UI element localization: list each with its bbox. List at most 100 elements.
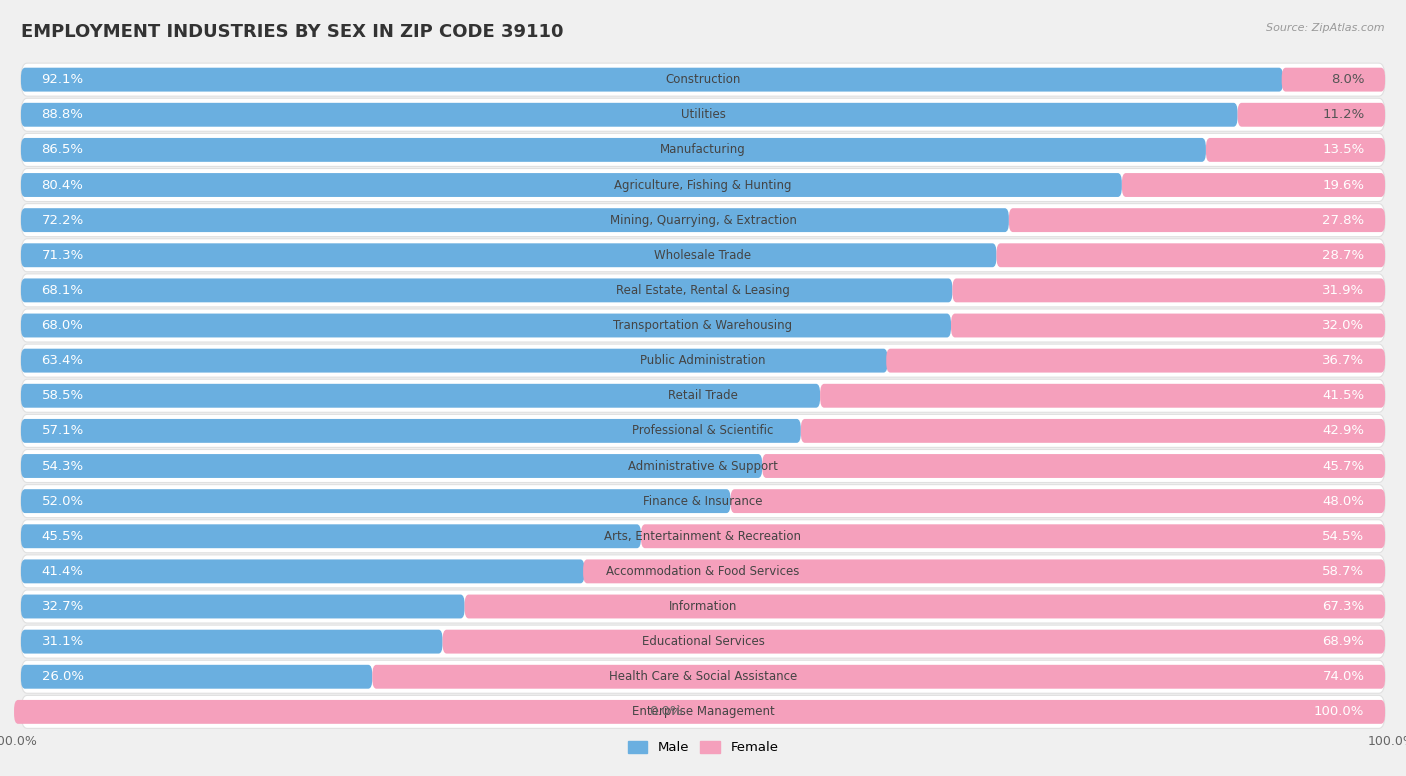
- FancyBboxPatch shape: [443, 629, 1385, 653]
- Text: 57.1%: 57.1%: [42, 424, 84, 438]
- FancyBboxPatch shape: [21, 660, 1385, 693]
- FancyBboxPatch shape: [21, 168, 1385, 202]
- Text: 68.0%: 68.0%: [42, 319, 83, 332]
- FancyBboxPatch shape: [21, 379, 1385, 412]
- Text: Educational Services: Educational Services: [641, 635, 765, 648]
- FancyBboxPatch shape: [21, 695, 1385, 729]
- Text: 72.2%: 72.2%: [42, 213, 84, 227]
- Text: 26.0%: 26.0%: [42, 670, 83, 683]
- FancyBboxPatch shape: [21, 173, 1122, 197]
- FancyBboxPatch shape: [21, 629, 443, 653]
- Text: 68.9%: 68.9%: [1323, 635, 1364, 648]
- FancyBboxPatch shape: [801, 419, 1385, 443]
- Text: 41.5%: 41.5%: [1322, 390, 1364, 402]
- FancyBboxPatch shape: [21, 559, 585, 584]
- Text: 13.5%: 13.5%: [1322, 144, 1364, 157]
- FancyBboxPatch shape: [950, 314, 1385, 338]
- Text: 100.0%: 100.0%: [1315, 705, 1364, 719]
- FancyBboxPatch shape: [21, 63, 1385, 96]
- Text: 36.7%: 36.7%: [1322, 354, 1364, 367]
- Text: 74.0%: 74.0%: [1323, 670, 1364, 683]
- FancyBboxPatch shape: [21, 203, 1385, 237]
- FancyBboxPatch shape: [731, 489, 1385, 513]
- Text: Agriculture, Fishing & Hunting: Agriculture, Fishing & Hunting: [614, 178, 792, 192]
- Text: 8.0%: 8.0%: [1331, 73, 1364, 86]
- FancyBboxPatch shape: [583, 559, 1385, 584]
- Text: Construction: Construction: [665, 73, 741, 86]
- FancyBboxPatch shape: [21, 314, 950, 338]
- Text: 28.7%: 28.7%: [1322, 249, 1364, 262]
- Text: 41.4%: 41.4%: [42, 565, 83, 578]
- FancyBboxPatch shape: [21, 348, 887, 372]
- Text: EMPLOYMENT INDUSTRIES BY SEX IN ZIP CODE 39110: EMPLOYMENT INDUSTRIES BY SEX IN ZIP CODE…: [21, 23, 564, 41]
- FancyBboxPatch shape: [21, 133, 1385, 166]
- Text: Real Estate, Rental & Leasing: Real Estate, Rental & Leasing: [616, 284, 790, 297]
- FancyBboxPatch shape: [21, 525, 641, 548]
- FancyBboxPatch shape: [21, 590, 1385, 623]
- Text: 68.1%: 68.1%: [42, 284, 83, 297]
- Text: 19.6%: 19.6%: [1323, 178, 1364, 192]
- Text: Enterprise Management: Enterprise Management: [631, 705, 775, 719]
- FancyBboxPatch shape: [1010, 208, 1385, 232]
- FancyBboxPatch shape: [1206, 138, 1385, 162]
- FancyBboxPatch shape: [21, 279, 952, 303]
- Text: 32.7%: 32.7%: [42, 600, 84, 613]
- FancyBboxPatch shape: [762, 454, 1385, 478]
- FancyBboxPatch shape: [21, 309, 1385, 342]
- FancyBboxPatch shape: [21, 449, 1385, 483]
- Text: Transportation & Warehousing: Transportation & Warehousing: [613, 319, 793, 332]
- FancyBboxPatch shape: [21, 414, 1385, 448]
- Text: 31.1%: 31.1%: [42, 635, 84, 648]
- Text: Wholesale Trade: Wholesale Trade: [654, 249, 752, 262]
- FancyBboxPatch shape: [21, 454, 762, 478]
- FancyBboxPatch shape: [21, 594, 464, 618]
- FancyBboxPatch shape: [886, 348, 1385, 372]
- Legend: Male, Female: Male, Female: [623, 736, 783, 760]
- Text: Manufacturing: Manufacturing: [661, 144, 745, 157]
- Text: Professional & Scientific: Professional & Scientific: [633, 424, 773, 438]
- FancyBboxPatch shape: [21, 244, 997, 267]
- Text: 11.2%: 11.2%: [1322, 109, 1364, 121]
- Text: Accommodation & Food Services: Accommodation & Food Services: [606, 565, 800, 578]
- Text: 32.0%: 32.0%: [1322, 319, 1364, 332]
- Text: 67.3%: 67.3%: [1322, 600, 1364, 613]
- FancyBboxPatch shape: [21, 485, 1385, 518]
- FancyBboxPatch shape: [21, 384, 820, 407]
- Text: 71.3%: 71.3%: [42, 249, 84, 262]
- Text: 52.0%: 52.0%: [42, 494, 84, 508]
- FancyBboxPatch shape: [21, 103, 1237, 126]
- Text: 54.3%: 54.3%: [42, 459, 84, 473]
- FancyBboxPatch shape: [21, 68, 1284, 92]
- Text: Administrative & Support: Administrative & Support: [628, 459, 778, 473]
- FancyBboxPatch shape: [21, 138, 1206, 162]
- FancyBboxPatch shape: [21, 625, 1385, 658]
- FancyBboxPatch shape: [641, 525, 1385, 548]
- Text: 48.0%: 48.0%: [1323, 494, 1364, 508]
- FancyBboxPatch shape: [464, 594, 1385, 618]
- FancyBboxPatch shape: [21, 239, 1385, 272]
- Text: 92.1%: 92.1%: [42, 73, 84, 86]
- FancyBboxPatch shape: [820, 384, 1385, 407]
- Text: Finance & Insurance: Finance & Insurance: [644, 494, 762, 508]
- FancyBboxPatch shape: [952, 279, 1385, 303]
- FancyBboxPatch shape: [21, 419, 801, 443]
- Text: Health Care & Social Assistance: Health Care & Social Assistance: [609, 670, 797, 683]
- Text: 54.5%: 54.5%: [1322, 530, 1364, 542]
- Text: 42.9%: 42.9%: [1323, 424, 1364, 438]
- Text: 86.5%: 86.5%: [42, 144, 83, 157]
- Text: Mining, Quarrying, & Extraction: Mining, Quarrying, & Extraction: [610, 213, 796, 227]
- FancyBboxPatch shape: [373, 665, 1385, 688]
- Text: Information: Information: [669, 600, 737, 613]
- Text: 45.7%: 45.7%: [1322, 459, 1364, 473]
- FancyBboxPatch shape: [1282, 68, 1385, 92]
- Text: Arts, Entertainment & Recreation: Arts, Entertainment & Recreation: [605, 530, 801, 542]
- Text: 31.9%: 31.9%: [1322, 284, 1364, 297]
- Text: Source: ZipAtlas.com: Source: ZipAtlas.com: [1267, 23, 1385, 33]
- Text: 45.5%: 45.5%: [42, 530, 84, 542]
- FancyBboxPatch shape: [21, 344, 1385, 377]
- Text: 27.8%: 27.8%: [1322, 213, 1364, 227]
- FancyBboxPatch shape: [21, 489, 731, 513]
- FancyBboxPatch shape: [21, 274, 1385, 307]
- Text: 0.0%: 0.0%: [648, 705, 682, 719]
- FancyBboxPatch shape: [21, 99, 1385, 131]
